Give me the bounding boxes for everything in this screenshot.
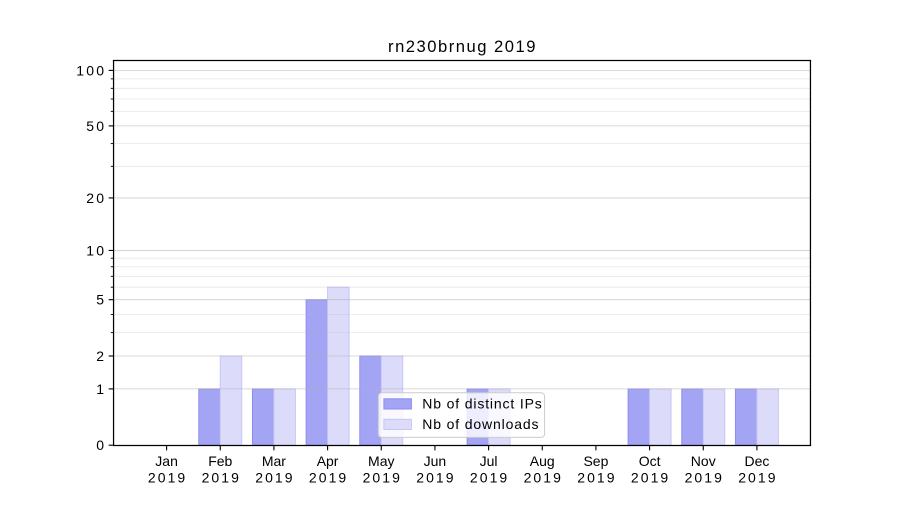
svg-text:Nov: Nov xyxy=(691,453,716,469)
svg-text:Dec: Dec xyxy=(744,453,769,469)
svg-text:0: 0 xyxy=(96,437,106,453)
svg-text:May: May xyxy=(368,453,394,469)
svg-text:2019: 2019 xyxy=(685,469,724,485)
svg-text:2019: 2019 xyxy=(631,469,670,485)
svg-text:Jul: Jul xyxy=(480,453,498,469)
svg-text:2019: 2019 xyxy=(309,469,348,485)
svg-text:1: 1 xyxy=(96,381,106,397)
svg-text:2: 2 xyxy=(96,348,106,364)
svg-text:Nb of distinct IPs: Nb of distinct IPs xyxy=(422,396,542,412)
svg-text:2019: 2019 xyxy=(255,469,294,485)
svg-text:Oct: Oct xyxy=(639,453,661,469)
svg-text:Feb: Feb xyxy=(208,453,232,469)
svg-text:Jan: Jan xyxy=(155,453,178,469)
svg-text:10: 10 xyxy=(86,242,106,258)
svg-text:20: 20 xyxy=(86,190,106,206)
svg-text:5: 5 xyxy=(96,292,106,308)
svg-text:2019: 2019 xyxy=(148,469,187,485)
svg-text:100: 100 xyxy=(76,62,106,78)
svg-text:Mar: Mar xyxy=(262,453,286,469)
svg-text:2019: 2019 xyxy=(738,469,777,485)
svg-text:Jun: Jun xyxy=(424,453,447,469)
svg-text:2019: 2019 xyxy=(202,469,241,485)
svg-text:2019: 2019 xyxy=(577,469,616,485)
svg-text:50: 50 xyxy=(86,118,106,134)
svg-text:Apr: Apr xyxy=(317,453,339,469)
svg-text:2019: 2019 xyxy=(470,469,509,485)
svg-text:rn230brnug 2019: rn230brnug 2019 xyxy=(388,37,537,56)
svg-text:Sep: Sep xyxy=(583,453,608,469)
svg-text:2019: 2019 xyxy=(524,469,563,485)
svg-text:2019: 2019 xyxy=(416,469,455,485)
svg-text:Nb of downloads: Nb of downloads xyxy=(422,416,539,432)
svg-text:2019: 2019 xyxy=(363,469,402,485)
svg-text:Aug: Aug xyxy=(530,453,555,469)
